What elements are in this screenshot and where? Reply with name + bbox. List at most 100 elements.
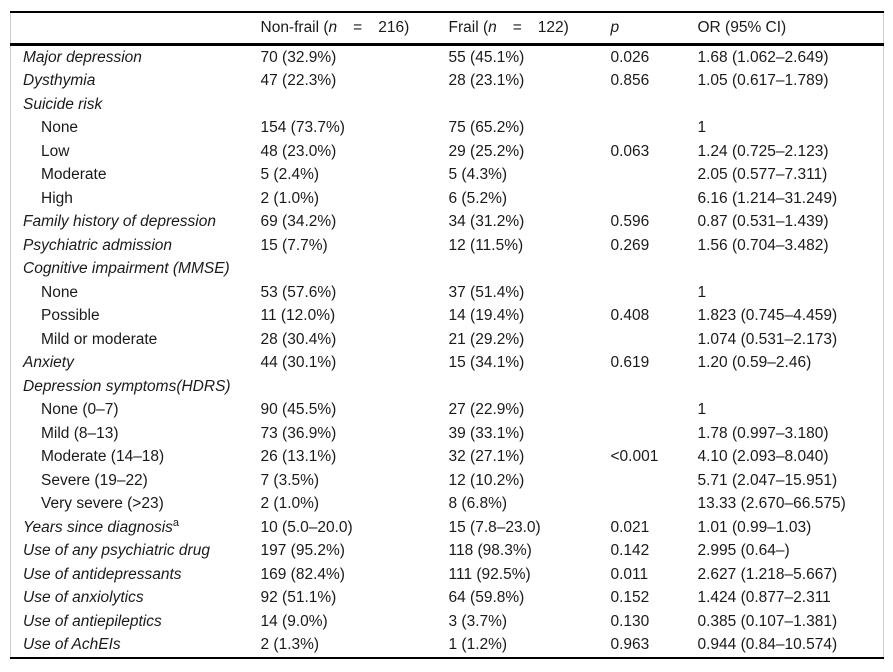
label-cell: Depression symptoms(HDRS) [11, 375, 261, 399]
nonfrail-value: 154 (73.7%) [260, 119, 345, 137]
header-p: p [610, 12, 698, 46]
or-value: 1.823 (0.745–4.459) [697, 307, 838, 325]
frail-value: 15 (34.1%) [448, 354, 525, 372]
frail-value: 75 (65.2%) [448, 119, 525, 137]
row-label: Possible [41, 307, 100, 325]
label-cell: Dysthymia [11, 70, 261, 94]
table-row: Moderate 5 (2.4%) 5 (4.3%) 2.05 (0.577–7… [11, 164, 884, 188]
or-value: 2.995 (0.64–) [697, 542, 790, 560]
nonfrail-value: 28 (30.4%) [260, 330, 337, 348]
header-p-label: p [610, 19, 620, 36]
row-label: Use of any psychiatric drug [23, 542, 210, 560]
label-cell: Low [11, 140, 261, 164]
p-value: 0.619 [610, 354, 650, 372]
p-value [611, 399, 698, 423]
row-label: Use of antiepileptics [23, 612, 162, 630]
row-label: Very severe (>23) [41, 495, 164, 513]
p-value [611, 281, 698, 305]
header-frail-n: n [488, 19, 497, 36]
table-row: Psychiatric admission 15 (7.7%) 12 (11.5… [11, 234, 884, 258]
p-value: 0.152 [610, 589, 650, 607]
nonfrail-value: 11 (12.0%) [260, 307, 336, 325]
row-label: Psychiatric admission [23, 236, 173, 254]
or-value: 1.01 (0.99–1.03) [697, 518, 812, 536]
frail-value: 111 (92.5%) [448, 565, 531, 583]
nonfrail-value: 2 (1.0%) [260, 495, 320, 513]
table-row: None (0–7) 90 (45.5%) 27 (22.9%) 1 [11, 399, 884, 423]
nonfrail-value [261, 93, 449, 117]
or-value: 0.87 (0.531–1.439) [697, 213, 829, 231]
p-value: 0.596 [610, 213, 650, 231]
p-value [611, 187, 698, 211]
header-nonfrail-equals: = [353, 19, 363, 36]
or-value: 1 [697, 401, 707, 419]
row-label: Use of anxiolytics [23, 589, 144, 607]
p-value [611, 375, 698, 399]
or-value: 13.33 (2.670–66.575) [697, 495, 846, 513]
label-cell: Use of any psychiatric drug [11, 540, 261, 564]
table-row: Use of anxiolytics 92 (51.1%) 64 (59.8%)… [11, 587, 884, 611]
p-value [611, 117, 698, 141]
p-value: 0.130 [610, 612, 650, 630]
nonfrail-value: 10 (5.0–20.0) [260, 518, 353, 536]
nonfrail-value: 47 (22.3%) [260, 72, 337, 90]
header-frail-equals: = [512, 19, 522, 36]
row-label: Cognitive impairment (MMSE) [23, 260, 230, 278]
label-cell: Very severe (>23) [11, 493, 261, 517]
nonfrail-value: 197 (95.2%) [260, 542, 345, 560]
frail-value: 37 (51.4%) [448, 283, 525, 301]
p-value: 0.408 [610, 307, 650, 325]
or-value [698, 258, 884, 282]
table-row: None 154 (73.7%) 75 (65.2%) 1 [11, 117, 884, 141]
table-row: Moderate (14–18) 26 (13.1%) 32 (27.1%) <… [11, 446, 884, 470]
header-nonfrail-count: 216) [378, 19, 410, 36]
table-row: Very severe (>23) 2 (1.0%) 8 (6.8%) 13.3… [11, 493, 884, 517]
header-frail-count: 122) [537, 19, 569, 36]
or-value: 1.424 (0.877–2.311 [697, 589, 831, 607]
or-value [698, 93, 884, 117]
frail-value: 64 (59.8%) [448, 589, 525, 607]
or-value: 1.68 (1.062–2.649) [697, 48, 829, 66]
frail-value: 28 (23.1%) [448, 72, 525, 90]
row-label: Anxiety [23, 354, 74, 372]
nonfrail-value: 44 (30.1%) [260, 354, 337, 372]
table-header-row: Non-frail (n = 216) Frail (n = 122) p OR (95… [10, 12, 884, 46]
frail-value: 8 (6.8%) [448, 495, 508, 513]
table-row: Mild or moderate 28 (30.4%) 21 (29.2%) 1… [11, 328, 884, 352]
nonfrail-value: 92 (51.1%) [260, 589, 337, 607]
p-value: 0.963 [610, 636, 650, 654]
label-cell: Mild or moderate [11, 328, 261, 352]
table-row: Suicide risk [11, 93, 884, 117]
table-row: Use of AchEIs 2 (1.3%) 1 (1.2%) 0.963 0.… [11, 634, 884, 659]
label-cell: Moderate (14–18) [11, 446, 261, 470]
nonfrail-value: 73 (36.9%) [260, 424, 337, 442]
or-value: 0.944 (0.84–10.574) [697, 636, 838, 654]
or-value: 1.20 (0.59–2.46) [697, 354, 812, 372]
row-label: Family history of depression [23, 213, 216, 231]
nonfrail-value: 169 (82.4%) [260, 565, 345, 583]
footnote-marker: a [172, 516, 180, 529]
nonfrail-value: 70 (32.9%) [260, 48, 337, 66]
header-or: OR (95% CI) [697, 12, 884, 46]
table-row: Cognitive impairment (MMSE) [11, 258, 884, 282]
nonfrail-value [261, 258, 449, 282]
or-value: 2.05 (0.577–7.311) [697, 166, 828, 184]
label-cell: Moderate [11, 164, 261, 188]
row-label: Use of AchEIs [23, 636, 121, 654]
table-row: Years since diagnosisa 10 (5.0–20.0) 15 … [11, 516, 884, 540]
table-row: Major depression 70 (32.9%) 55 (45.1%) 0… [11, 45, 884, 70]
or-value: 2.627 (1.218–5.667) [697, 565, 838, 583]
header-nonfrail-n: n [328, 19, 338, 36]
nonfrail-value: 14 (9.0%) [260, 612, 328, 630]
row-label: Major depression [23, 48, 142, 66]
frail-value: 1 (1.2%) [448, 636, 508, 654]
nonfrail-value: 2 (1.3%) [260, 636, 320, 654]
row-label: Moderate [41, 166, 107, 184]
table-row: Severe (19–22) 7 (3.5%) 12 (10.2%) 5.71 … [11, 469, 884, 493]
table-row: Possible 11 (12.0%) 14 (19.4%) 0.408 1.8… [11, 305, 884, 329]
frail-value: 15 (7.8–23.0) [448, 518, 541, 536]
nonfrail-value: 15 (7.7%) [260, 236, 328, 254]
row-label: Mild (8–13) [41, 424, 119, 442]
frail-value: 118 (98.3%) [448, 542, 532, 560]
